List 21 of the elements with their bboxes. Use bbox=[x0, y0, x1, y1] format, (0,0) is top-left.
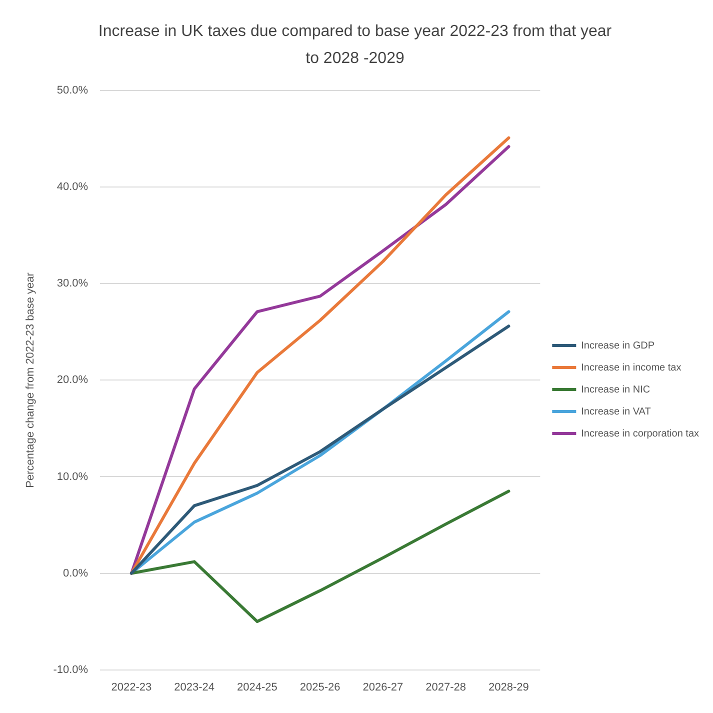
y-tick-label: 50.0% bbox=[56, 84, 88, 97]
y-tick-label: 20.0% bbox=[56, 374, 88, 386]
x-tick-label: 2026-27 bbox=[362, 681, 404, 694]
y-axis-title: Percentage change from 2022-23 base year bbox=[24, 272, 37, 488]
legend-label: Increase in VAT bbox=[581, 406, 651, 418]
x-tick-label: 2025-26 bbox=[300, 681, 340, 694]
legend-label: Increase in income tax bbox=[581, 362, 682, 374]
y-tick-label: 40.0% bbox=[56, 181, 88, 194]
legend-label: Increase in corporation tax bbox=[581, 428, 699, 440]
y-tick-label: 0.0% bbox=[62, 567, 88, 580]
y-tick-label: 10.0% bbox=[56, 470, 88, 483]
x-tick-label: 2023-24 bbox=[174, 681, 215, 694]
y-tick-label: 30.0% bbox=[56, 278, 88, 290]
chart-title: Increase in UK taxes due compared to base year 2022-23 from that year to 2028 -2029 bbox=[97, 22, 613, 69]
legend-label: Increase in GDP bbox=[581, 340, 655, 352]
x-tick-label: 2024-25 bbox=[237, 681, 278, 694]
x-tick-label: 2028-29 bbox=[488, 681, 529, 694]
x-tick-label: 2027-28 bbox=[426, 681, 466, 694]
legend-label: Increase in NIC bbox=[581, 384, 650, 396]
x-tick-label: 2022-23 bbox=[111, 681, 152, 694]
y-tick-label: -10.0% bbox=[53, 664, 88, 676]
